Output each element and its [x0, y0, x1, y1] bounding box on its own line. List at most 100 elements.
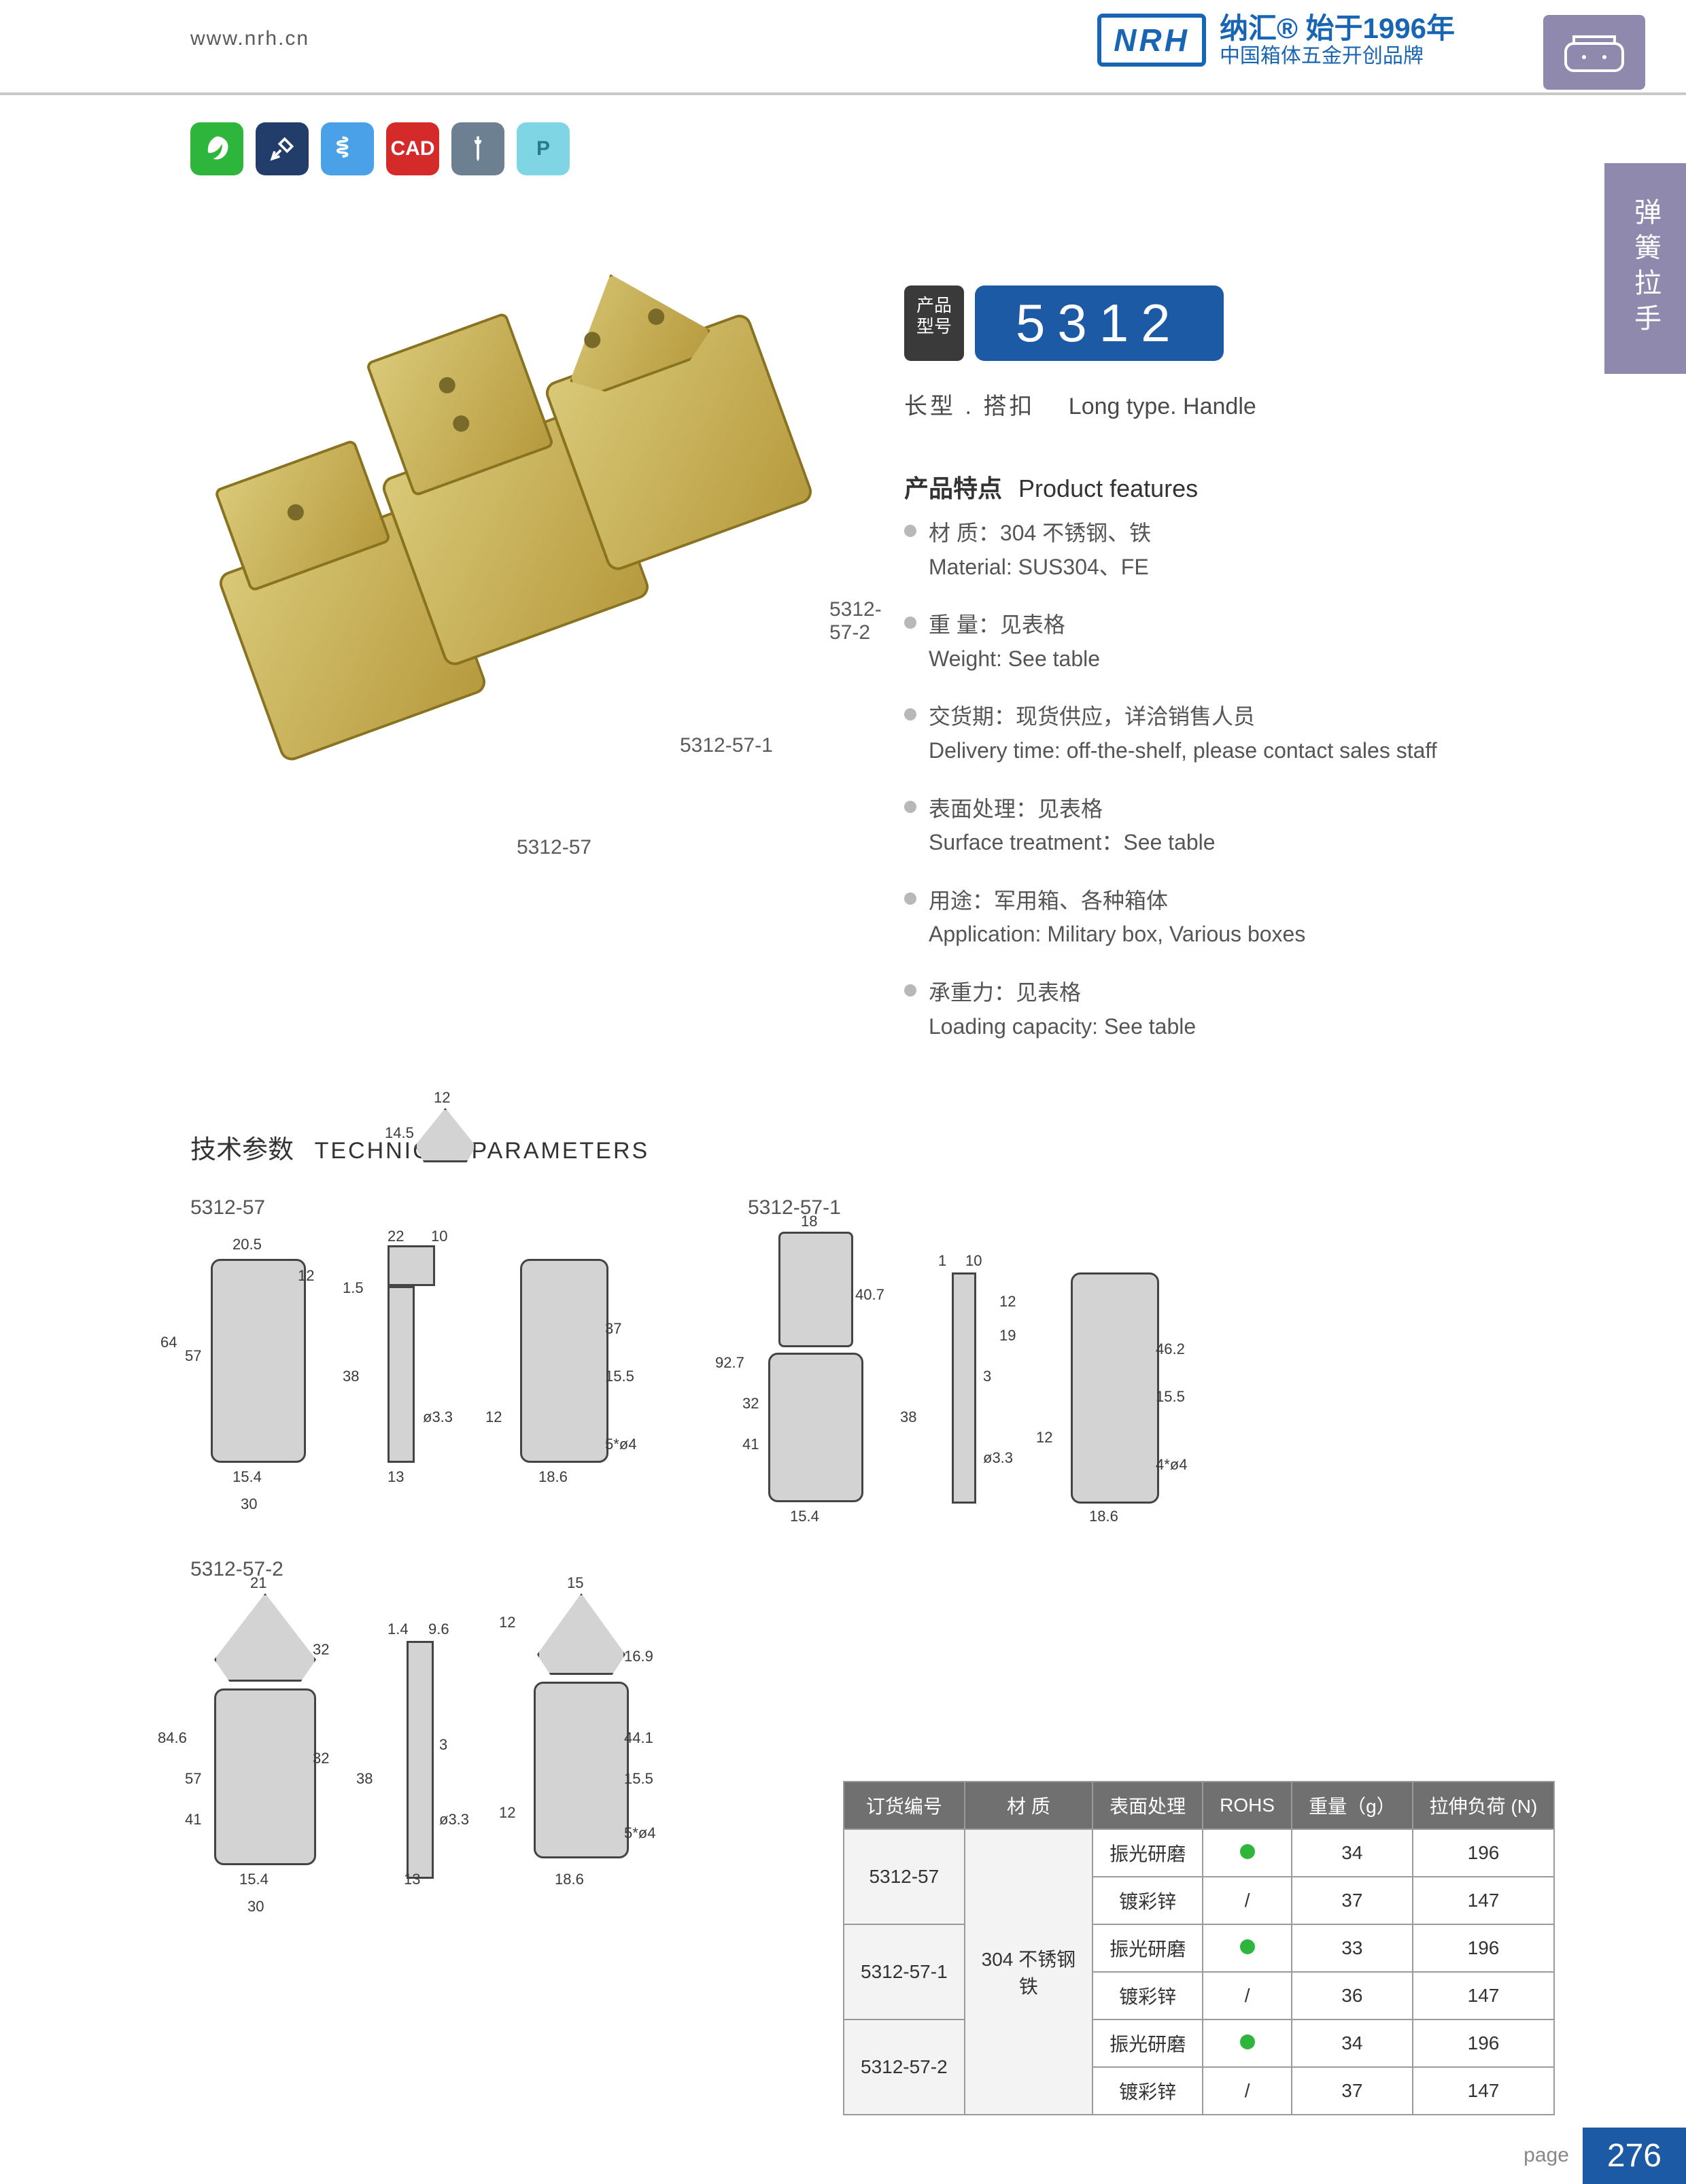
cell-surface: 振光研磨	[1093, 1829, 1203, 1877]
table-header: 拉伸负荷 (N)	[1413, 1782, 1555, 1829]
table-header: 材 质	[965, 1782, 1093, 1829]
cell-code: 5312-57-2	[844, 2020, 965, 2115]
bullet-dot	[904, 984, 916, 996]
dim: 12	[1036, 1429, 1052, 1446]
feature-text: 重 量：见表格Weight: See table	[929, 608, 1100, 676]
model-number: 5312	[975, 285, 1224, 361]
dim: 4*ø4	[1156, 1456, 1187, 1474]
spring-icon	[321, 122, 374, 175]
dim: 57	[185, 1347, 201, 1365]
page-label: page	[1510, 2128, 1583, 2184]
dim: 15.5	[624, 1770, 653, 1788]
page-footer: page 276	[1510, 2128, 1686, 2184]
dim: 92.7	[715, 1354, 744, 1372]
brand-line1: 纳汇® 始于1996年	[1220, 12, 1455, 44]
table-header: 表面处理	[1093, 1782, 1203, 1829]
product-photo-area: 5312-57 5312-57-1 5312-57-2	[231, 272, 829, 870]
leaf-icon	[190, 122, 243, 175]
cell-rohs	[1203, 1829, 1292, 1877]
dim: 15.5	[1156, 1388, 1185, 1406]
dim: 20.5	[233, 1236, 262, 1253]
cell-rohs	[1203, 2020, 1292, 2067]
dim: 19	[999, 1327, 1016, 1345]
dim: 30	[241, 1495, 257, 1513]
dim: 18.6	[1089, 1508, 1118, 1525]
cell-load: 147	[1413, 1972, 1555, 2020]
dim: 12	[499, 1804, 515, 1822]
dim: ø3.3	[983, 1449, 1013, 1467]
dim: 12	[434, 1089, 450, 1107]
brand-line2: 中国箱体五金开创品牌	[1220, 45, 1455, 69]
photo-label-a: 5312-57	[517, 836, 591, 859]
dim: ø3.3	[439, 1811, 469, 1828]
cell-surface: 振光研磨	[1093, 2020, 1203, 2067]
dim: 3	[439, 1736, 447, 1754]
bullet-dot	[904, 801, 916, 813]
features-title-en: Product features	[1018, 474, 1198, 502]
bullet-dot	[904, 892, 916, 905]
cell-weight: 36	[1292, 1972, 1413, 2020]
site-url: www.nrh.cn	[190, 27, 309, 50]
dim: 15	[567, 1574, 583, 1592]
feature-text: 交货期：现货供应，详洽销售人员Delivery time: off-the-sh…	[929, 700, 1437, 767]
model-pre2: 型号	[916, 316, 952, 336]
model-prelabel: 产品 型号	[904, 285, 964, 361]
feature-item: 承重力：见表格Loading capacity: See table	[904, 976, 1462, 1043]
dim: 41	[185, 1811, 201, 1828]
dim: 18	[801, 1213, 817, 1230]
cell-weight: 34	[1292, 2020, 1413, 2067]
dim: 38	[356, 1770, 373, 1788]
screw-icon	[451, 122, 504, 175]
nrh-logo: NRH	[1097, 14, 1206, 67]
cell-code: 5312-57-1	[844, 1924, 965, 2020]
dim: 37	[605, 1320, 621, 1338]
cell-code: 5312-57	[844, 1829, 965, 1924]
dim: 44.1	[624, 1729, 653, 1747]
dim: 46.2	[1156, 1340, 1185, 1358]
features-title: 产品特点 Product features	[904, 469, 1198, 504]
cell-rohs: /	[1203, 2067, 1292, 2115]
feature-item: 表面处理：见表格Surface treatment：See table	[904, 793, 1462, 860]
model-sub-en: Long type. Handle	[1069, 394, 1256, 419]
page-number: 276	[1583, 2128, 1686, 2184]
feature-text: 表面处理：见表格Surface treatment：See table	[929, 793, 1216, 860]
bullet-dot	[904, 708, 916, 721]
dim: 32	[313, 1641, 329, 1659]
feature-item: 用途：军用箱、各种箱体Application: Military box, Va…	[904, 884, 1462, 952]
dim: 30	[247, 1898, 264, 1916]
cell-weight: 37	[1292, 2067, 1413, 2115]
dim: 15.4	[790, 1508, 819, 1525]
feature-item: 重 量：见表格Weight: See table	[904, 608, 1462, 676]
dim: 14.5	[385, 1124, 414, 1142]
dim: 12	[298, 1267, 314, 1285]
brand-tagline: 纳汇® 始于1996年 中国箱体五金开创品牌	[1220, 12, 1455, 69]
dim: 5*ø4	[624, 1824, 655, 1842]
table-row: 5312-57-2振光研磨34196	[844, 2020, 1554, 2067]
dim: 41	[742, 1436, 759, 1453]
dim: 40.7	[855, 1286, 884, 1304]
cell-load: 147	[1413, 2067, 1555, 2115]
table-header: 订货编号	[844, 1782, 965, 1829]
cell-surface: 振光研磨	[1093, 1924, 1203, 1972]
cell-surface: 镀彩锌	[1093, 2067, 1203, 2115]
cell-material: 304 不锈钢 铁	[965, 1829, 1093, 2115]
features-list: 材 质：304 不锈钢、铁Material: SUS304、FE 重 量：见表格W…	[904, 517, 1462, 1068]
dim: 1.4	[388, 1620, 409, 1638]
dim: 10	[965, 1252, 982, 1270]
cad-icon: CAD	[386, 122, 439, 175]
model-subtitle: 长型 . 搭扣 Long type. Handle	[904, 387, 1256, 421]
dim: 12	[499, 1614, 515, 1631]
photo-label-c: 5312-57-2	[829, 598, 882, 644]
feature-item: 交货期：现货供应，详洽销售人员Delivery time: off-the-sh…	[904, 700, 1462, 767]
cell-rohs	[1203, 1924, 1292, 1972]
table-row: 5312-57304 不锈钢 铁振光研磨34196	[844, 1829, 1554, 1877]
dim: 12	[999, 1293, 1016, 1311]
dim: 15.4	[239, 1871, 269, 1888]
feature-text: 材 质：304 不锈钢、铁Material: SUS304、FE	[929, 517, 1151, 584]
model-pre1: 产品	[916, 295, 952, 315]
dim: 57	[185, 1770, 201, 1788]
table-header: ROHS	[1203, 1782, 1292, 1829]
side-tab: 弹簧拉手	[1604, 163, 1686, 374]
photo-label-b: 5312-57-1	[680, 734, 773, 757]
category-icon	[1543, 15, 1645, 90]
